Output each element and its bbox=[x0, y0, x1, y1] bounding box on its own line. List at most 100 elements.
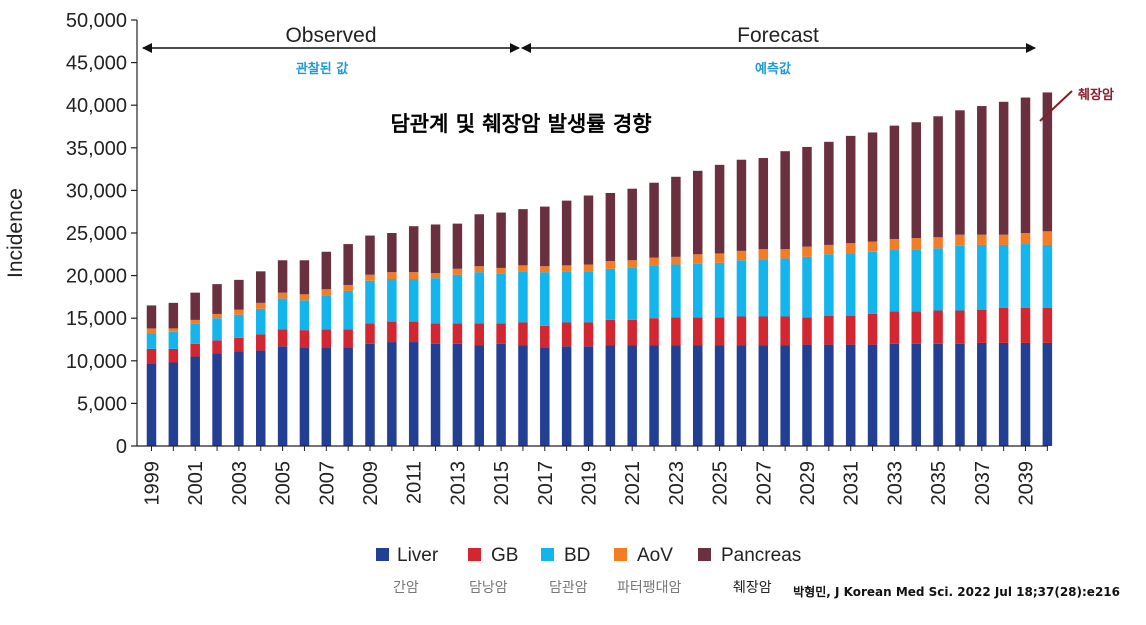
bar-bd-2000 bbox=[168, 331, 179, 349]
bar-pancreas-2011 bbox=[408, 226, 419, 273]
y-tick-label: 50,000 bbox=[66, 10, 127, 32]
bar-liver-2018 bbox=[561, 346, 572, 446]
y-tick-label: 5,000 bbox=[77, 393, 127, 415]
x-tick-label: 2017 bbox=[535, 461, 557, 506]
bar-pancreas-2010 bbox=[387, 233, 397, 273]
bar-gb-2013 bbox=[452, 323, 463, 344]
bar-pancreas-2028 bbox=[780, 151, 790, 250]
bar-pancreas-2019 bbox=[583, 195, 594, 265]
x-tick-label: 2013 bbox=[447, 461, 469, 506]
bar-bd-2024 bbox=[693, 263, 703, 318]
bar-aov-2028 bbox=[780, 249, 790, 259]
bar-pancreas-2031 bbox=[845, 135, 856, 244]
x-tick-label: 2031 bbox=[841, 461, 863, 506]
legend-swatch-pancreas bbox=[698, 548, 711, 561]
legend-label-pancreas: Pancreas bbox=[721, 545, 801, 566]
bar-bd-2016 bbox=[518, 271, 528, 323]
bar-bd-2007 bbox=[321, 295, 332, 330]
bar-pancreas-2038 bbox=[998, 101, 1009, 235]
x-axis: 1999 2001 2003 2005 2007 2009 2011 2013 2015 2017… bbox=[142, 446, 1048, 506]
y-axis-label: Incidence bbox=[4, 188, 27, 278]
bar-liver-2028 bbox=[780, 345, 790, 446]
bar-liver-2038 bbox=[998, 342, 1009, 446]
bar-aov-1999 bbox=[146, 328, 157, 334]
bar-liver-2021 bbox=[627, 345, 637, 446]
legend-label-bd: BD bbox=[564, 545, 590, 566]
bar-bd-2009 bbox=[365, 280, 375, 324]
bar-gb-2035 bbox=[933, 310, 943, 344]
bar-pancreas-2016 bbox=[518, 209, 528, 266]
legend-kr-gb: 담낭암 bbox=[469, 580, 508, 596]
bar-bd-2012 bbox=[430, 278, 441, 324]
bar-gb-2034 bbox=[911, 311, 921, 344]
x-tick-label: 2019 bbox=[579, 461, 601, 506]
bar-pancreas-2008 bbox=[343, 244, 353, 285]
x-tick-label: 2025 bbox=[710, 461, 732, 506]
bar-pancreas-2039 bbox=[1020, 97, 1031, 233]
bar-gb-2030 bbox=[824, 315, 834, 345]
bar-gb-2001 bbox=[190, 343, 200, 357]
bar-aov-2003 bbox=[234, 309, 244, 315]
bar-gb-2033 bbox=[889, 311, 900, 344]
bar-bd-2039 bbox=[1020, 244, 1031, 308]
source-citation: 박형민, J Korean Med Sci. 2022 Jul 18;37(28… bbox=[793, 584, 1120, 599]
bar-gb-2009 bbox=[365, 323, 375, 344]
x-tick-label: 2029 bbox=[797, 461, 819, 506]
bar-bd-2023 bbox=[671, 264, 681, 318]
x-tick-label: 2039 bbox=[1016, 461, 1038, 506]
bar-pancreas-2024 bbox=[693, 170, 703, 255]
bar-gb-2004 bbox=[256, 334, 266, 351]
bar-pancreas-2020 bbox=[605, 192, 616, 262]
bar-gb-2022 bbox=[649, 318, 659, 346]
x-tick-label: 2005 bbox=[273, 461, 295, 506]
bar-liver-2016 bbox=[518, 345, 528, 446]
bar-pancreas-2030 bbox=[824, 141, 834, 245]
bar-aov-2021 bbox=[627, 260, 637, 268]
bar-aov-2015 bbox=[496, 267, 506, 274]
y-tick-label: 45,000 bbox=[66, 53, 127, 75]
bar-liver-2001 bbox=[190, 356, 200, 446]
legend-label-liver: Liver bbox=[397, 545, 439, 566]
bar-aov-2031 bbox=[845, 243, 856, 254]
bar-aov-2022 bbox=[649, 257, 659, 266]
x-tick-label: 2011 bbox=[404, 461, 426, 504]
bar-pancreas-2018 bbox=[561, 200, 572, 266]
bar-aov-2009 bbox=[365, 274, 375, 281]
x-tick-label: 2021 bbox=[622, 461, 644, 506]
bar-pancreas-2003 bbox=[234, 279, 244, 310]
bar-liver-2008 bbox=[343, 347, 353, 446]
bar-gb-2011 bbox=[408, 321, 419, 343]
bar-gb-2026 bbox=[736, 316, 747, 346]
x-tick-label: 2003 bbox=[229, 461, 251, 506]
x-tick-label: 2027 bbox=[753, 461, 775, 506]
bar-aov-2020 bbox=[605, 261, 616, 269]
chart-title: 담관계 및 췌장암 발생률 경향 bbox=[390, 112, 651, 136]
bar-aov-2037 bbox=[977, 234, 987, 245]
period-forecast-kr: 예측값 bbox=[755, 61, 791, 77]
legend-kr-bd: 담관암 bbox=[549, 580, 588, 596]
bar-gb-2028 bbox=[780, 316, 790, 346]
bar-liver-2036 bbox=[955, 343, 965, 446]
bar-aov-2033 bbox=[889, 238, 900, 251]
bar-gb-2021 bbox=[627, 319, 637, 346]
bar-aov-2029 bbox=[802, 246, 812, 257]
bar-liver-2010 bbox=[387, 342, 397, 446]
bar-aov-2025 bbox=[714, 253, 725, 263]
pancreas-annotation-line bbox=[1039, 90, 1073, 122]
bar-bd-1999 bbox=[146, 333, 157, 349]
bar-liver-2002 bbox=[212, 353, 222, 446]
bar-liver-2023 bbox=[671, 345, 681, 446]
bar-bd-2032 bbox=[867, 251, 878, 314]
bar-pancreas-2004 bbox=[256, 271, 266, 303]
bar-pancreas-2007 bbox=[321, 251, 332, 290]
x-tick-label: 2035 bbox=[928, 461, 950, 506]
bar-bd-2005 bbox=[277, 298, 288, 330]
bar-pancreas-2025 bbox=[714, 164, 725, 254]
y-tick-label: 40,000 bbox=[66, 95, 127, 117]
bar-bd-2034 bbox=[911, 249, 921, 312]
bar-aov-2019 bbox=[583, 264, 594, 272]
bar-pancreas-2040 bbox=[1042, 92, 1053, 232]
bar-aov-2017 bbox=[540, 266, 550, 273]
y-tick-label: 10,000 bbox=[66, 351, 127, 373]
bar-liver-2005 bbox=[277, 346, 288, 446]
